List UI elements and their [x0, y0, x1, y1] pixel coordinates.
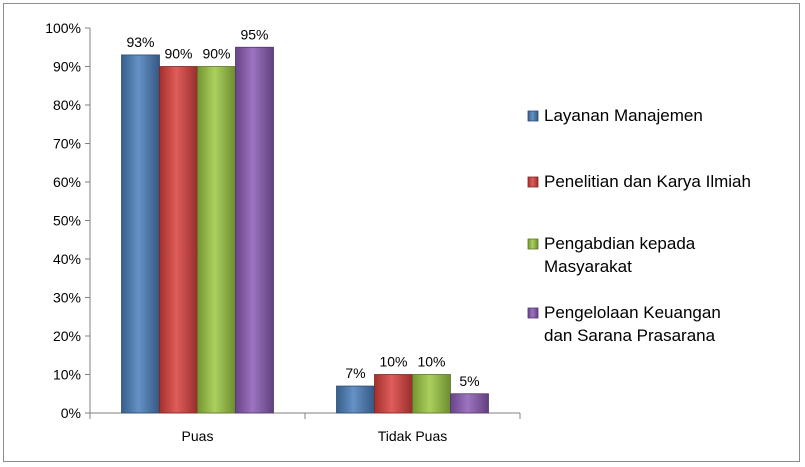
- data-label: 90%: [202, 46, 230, 62]
- y-tick-label: 20%: [53, 328, 81, 344]
- bar-puas-series-1: [121, 54, 160, 414]
- legend-label: Pengelolaan Keuangan: [544, 303, 721, 322]
- legend-label: Pengabdian kepada: [544, 234, 696, 253]
- legend-swatch: [527, 307, 539, 319]
- y-tick-label: 50%: [53, 213, 81, 229]
- legend-swatch: [527, 238, 539, 250]
- legend-label: Masyarakat: [544, 257, 632, 276]
- bar-puas-series-2: [159, 66, 198, 414]
- y-tick-label: 30%: [53, 290, 81, 306]
- legend-swatch: [527, 176, 539, 188]
- y-tick-label: 90%: [53, 59, 81, 75]
- data-label: 90%: [164, 46, 192, 62]
- bar-puas-series-3: [197, 66, 236, 414]
- legend-label: Penelitian dan Karya Ilmiah: [544, 172, 751, 191]
- x-category-label: Puas: [182, 428, 214, 444]
- y-tick-label: 40%: [53, 251, 81, 267]
- data-label: 5%: [459, 373, 479, 389]
- bar-tidak-puas-series-1: [336, 385, 375, 414]
- y-tick-label: 100%: [45, 20, 81, 36]
- bar-tidak-puas-series-4: [450, 393, 489, 414]
- data-label: 10%: [379, 354, 407, 370]
- legend-label: Layanan Manajemen: [544, 106, 703, 125]
- bar-tidak-puas-series-3: [412, 374, 451, 414]
- data-label: 10%: [417, 354, 445, 370]
- bar-tidak-puas-series-2: [374, 374, 413, 414]
- x-category-label: Tidak Puas: [378, 428, 448, 444]
- y-tick-label: 80%: [53, 97, 81, 113]
- y-tick-label: 70%: [53, 136, 81, 152]
- bar-puas-series-4: [235, 46, 274, 414]
- data-label: 95%: [240, 26, 268, 42]
- legend-swatch: [527, 110, 539, 122]
- y-tick-label: 60%: [53, 174, 81, 190]
- legend-label: dan Sarana Prasarana: [544, 326, 716, 345]
- data-label: 7%: [345, 365, 365, 381]
- y-tick-label: 0%: [61, 405, 81, 421]
- data-label: 93%: [126, 34, 154, 50]
- y-tick-label: 10%: [53, 367, 81, 383]
